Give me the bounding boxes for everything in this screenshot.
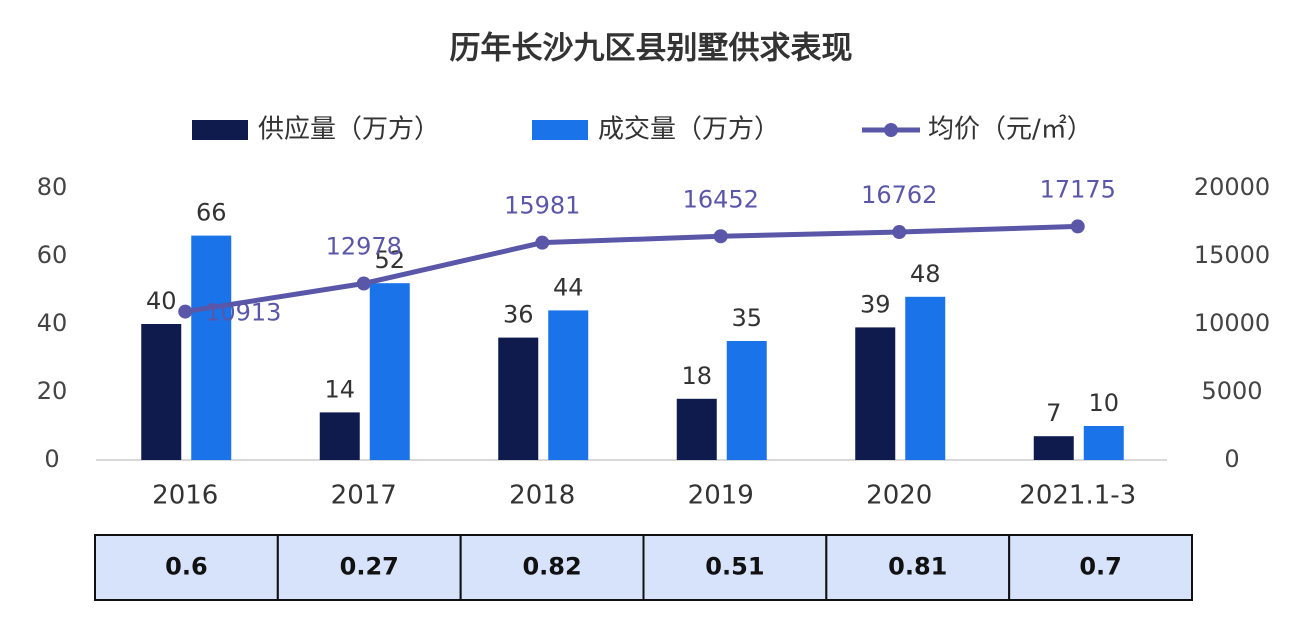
table-cell (825, 534, 1011, 601)
bar (369, 283, 410, 460)
bar (855, 327, 896, 460)
line-value-label: 16452 (683, 185, 759, 213)
line-value-label: 12978 (326, 232, 402, 260)
bar-value-label: 14 (324, 375, 355, 403)
bar (726, 341, 767, 460)
line-marker (535, 235, 550, 250)
bar-value-label: 35 (731, 304, 762, 332)
table-cell (642, 534, 828, 601)
x-tick-label: 2021.1-3 (1019, 481, 1136, 511)
legend-label: 供应量（万方） (258, 115, 440, 145)
table-cell-text: 0.82 (522, 553, 581, 581)
line-marker (713, 229, 728, 244)
y-tick-label: 20 (37, 377, 68, 405)
chart-title: 历年长沙九区县别墅供求表现 (450, 31, 853, 67)
bar (141, 324, 182, 460)
x-tick-label: 2019 (688, 481, 754, 511)
table-cell (276, 534, 462, 601)
bar (319, 412, 360, 460)
line-value-label: 17175 (1040, 175, 1116, 203)
bar (676, 398, 717, 460)
legend-swatch (532, 120, 588, 140)
y-tick-label: 0 (44, 445, 59, 473)
y2-tick-label: 10000 (1194, 309, 1270, 337)
table-cell (459, 534, 645, 601)
bar-value-label: 52 (374, 246, 405, 274)
legend-swatch (192, 120, 248, 140)
y2-tick-label: 5000 (1201, 377, 1262, 405)
table-cell-text: 0.51 (705, 553, 764, 581)
table-cell (1008, 534, 1194, 601)
table-cell-text: 0.81 (888, 553, 947, 581)
line-marker (178, 304, 193, 319)
bar-value-label: 18 (681, 362, 712, 390)
y2-tick-label: 0 (1224, 445, 1239, 473)
y-tick-label: 80 (37, 173, 68, 201)
y-tick-label: 60 (37, 241, 68, 269)
line-marker (356, 276, 371, 291)
bar (548, 310, 589, 460)
y-tick-label: 40 (37, 309, 68, 337)
table-cell-text: 0.7 (1079, 553, 1122, 581)
x-tick-label: 2017 (331, 481, 397, 511)
legend-marker (884, 123, 898, 137)
line-marker (1070, 219, 1085, 234)
line (184, 223, 1078, 315)
bar (191, 235, 232, 460)
table-cell-text: 0.27 (340, 553, 399, 581)
legend-label: 均价（元/㎡） (928, 115, 1093, 145)
legend-label: 成交量（万方） (598, 115, 780, 145)
bar (905, 296, 946, 460)
x-tick-label: 2020 (866, 481, 932, 511)
bar-value-label: 39 (860, 290, 891, 318)
bar-value-label: 36 (503, 301, 534, 329)
bar (498, 337, 539, 460)
x-tick-label: 2016 (152, 481, 218, 511)
bar (1033, 436, 1074, 460)
y2-tick-label: 15000 (1194, 241, 1270, 269)
bar-value-label: 44 (553, 273, 584, 301)
bar-value-label: 66 (196, 199, 227, 227)
line-marker (892, 225, 907, 240)
y2-tick-label: 20000 (1194, 173, 1270, 201)
bar-value-label: 10 (1088, 389, 1119, 417)
x-tick-label: 2018 (509, 481, 575, 511)
bar-value-label: 40 (146, 287, 177, 315)
line-value-label: 16762 (861, 181, 937, 209)
bar-value-label: 48 (910, 260, 941, 288)
line-value-label: 15981 (504, 192, 580, 220)
bar-value-label: 7 (1046, 399, 1061, 427)
table-cell-text: 0.6 (165, 553, 208, 581)
line-value-label: 10913 (205, 299, 281, 327)
bar (1083, 426, 1124, 460)
